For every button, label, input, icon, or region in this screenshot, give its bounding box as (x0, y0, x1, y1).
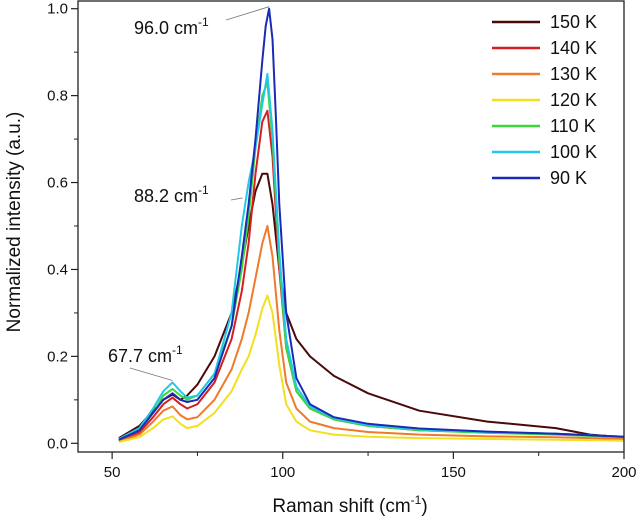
annotation-label: 96.0 cm-1 (134, 15, 209, 38)
y-tick-label: 0.4 (47, 261, 68, 278)
series-layer (118, 7, 625, 443)
x-tick-label: 50 (104, 464, 121, 481)
annotation-layer: 96.0 cm-1 88.2 cm-1 67.7 cm-1 (108, 6, 270, 381)
y-tick-label: 0.0 (47, 435, 68, 452)
legend-label: 140 K (550, 38, 597, 58)
y-tick-label: 0.8 (47, 88, 68, 105)
series-line (118, 72, 625, 440)
annotation-leader (129, 367, 173, 381)
annotation-leader (225, 6, 270, 21)
y-tick-label: 0.6 (47, 175, 68, 192)
legend: 150 K 140 K 130 K 120 K 110 K 100 K 90 K (492, 12, 597, 188)
y-tick-label: 0.2 (47, 348, 68, 365)
series-line (118, 7, 625, 441)
x-tick-label: 200 (611, 464, 636, 481)
legend-label: 150 K (550, 12, 597, 32)
annotation-label: 67.7 cm-1 (108, 343, 183, 366)
x-axis: 50 100 150 200 (104, 452, 637, 481)
legend-label: 100 K (550, 142, 597, 162)
legend-label: 120 K (550, 90, 597, 110)
x-axis-title: Raman shift (cm-1) (272, 493, 427, 517)
legend-label: 90 K (550, 168, 587, 188)
legend-label: 130 K (550, 64, 597, 84)
series-line (118, 172, 625, 439)
legend-label: 110 K (550, 116, 596, 136)
y-axis: 0.0 0.2 0.4 0.6 0.8 1.0 (47, 1, 78, 452)
series-line (118, 294, 625, 443)
y-tick-label: 1.0 (47, 1, 68, 18)
x-tick-label: 100 (270, 464, 295, 481)
series-line (118, 225, 625, 443)
annotation-label: 88.2 cm-1 (134, 183, 209, 206)
series-line (118, 109, 625, 442)
y-axis-title: Normalized intensity (a.u.) (4, 112, 25, 333)
annotation-leader (230, 197, 243, 201)
x-tick-label: 150 (441, 464, 466, 481)
